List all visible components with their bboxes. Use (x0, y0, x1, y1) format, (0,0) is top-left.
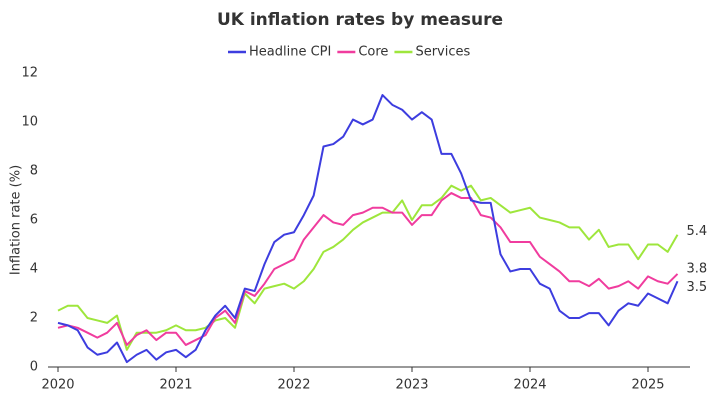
line-series (57, 184, 679, 351)
y-tick-label: 8 (30, 164, 38, 179)
end-label: 3.8 (687, 261, 708, 276)
legend-label: Headline CPI (249, 45, 331, 60)
y-tick-label: 12 (21, 66, 38, 81)
end-label: 3.5 (687, 280, 708, 295)
x-tick-label: 2021 (159, 378, 192, 393)
y-tick-label: 10 (21, 115, 38, 130)
line-series (57, 192, 679, 346)
legend-label: Core (358, 45, 388, 60)
x-tick-label: 2022 (277, 378, 310, 393)
y-tick-label: 6 (30, 213, 38, 228)
line-series (57, 94, 679, 364)
x-tick-label: 2020 (41, 378, 74, 393)
y-tick-label: 0 (30, 360, 38, 375)
x-tick-label: 2024 (513, 378, 546, 393)
y-tick-label: 2 (30, 311, 38, 326)
y-tick-label: 4 (30, 262, 38, 277)
x-tick-label: 2023 (395, 378, 428, 393)
end-label: 5.4 (687, 224, 708, 239)
x-tick-label: 2025 (631, 378, 664, 393)
chart-title: UK inflation rates by measure (217, 10, 503, 30)
legend-label: Services (415, 45, 470, 60)
y-axis-label: Inflation rate (%) (9, 165, 24, 275)
